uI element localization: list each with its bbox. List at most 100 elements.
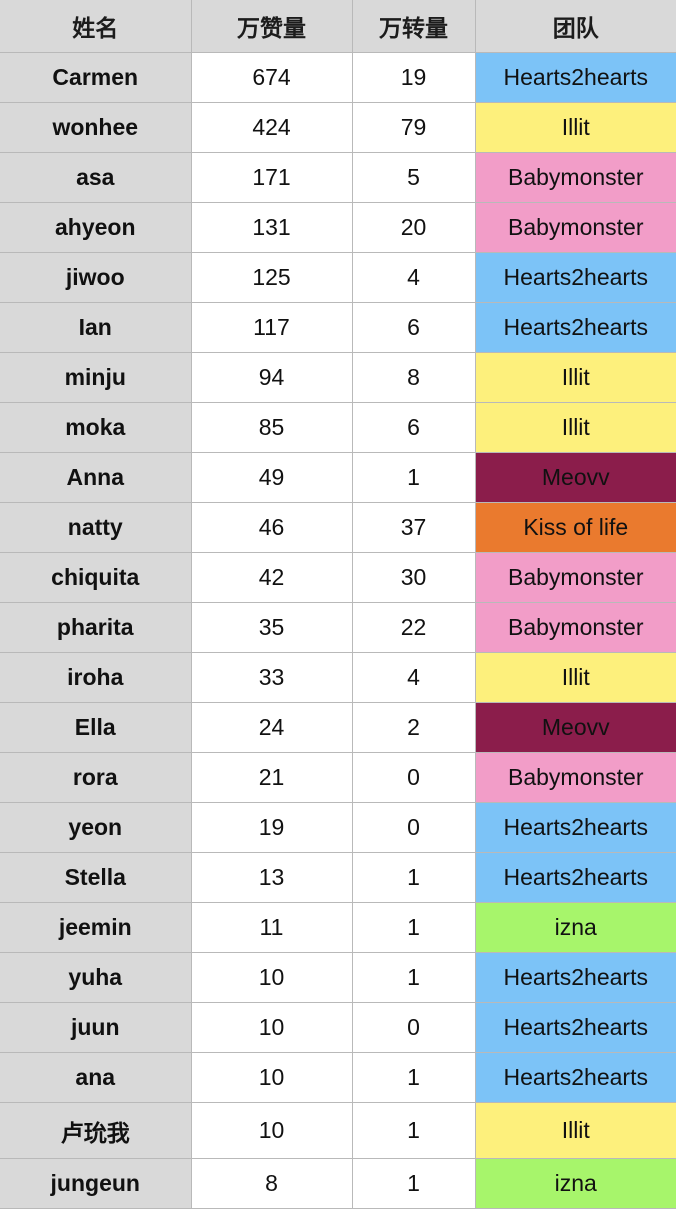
cell-team[interactable]: Illit — [474, 1102, 676, 1159]
cell-reposts[interactable]: 0 — [351, 1002, 476, 1053]
cell-name[interactable]: natty — [0, 502, 192, 553]
cell-name[interactable]: Anna — [0, 452, 192, 503]
cell-reposts[interactable]: 1 — [351, 1158, 476, 1209]
cell-team[interactable]: Illit — [474, 652, 676, 703]
cell-name[interactable]: ahyeon — [0, 202, 192, 253]
cell-name[interactable]: rora — [0, 752, 192, 803]
cell-reposts[interactable]: 4 — [351, 252, 476, 303]
cell-team[interactable]: izna — [474, 1158, 676, 1209]
cell-likes[interactable]: 85 — [190, 402, 353, 453]
cell-likes[interactable]: 125 — [190, 252, 353, 303]
cell-team[interactable]: Babymonster — [474, 202, 676, 253]
cell-team[interactable]: Hearts2hearts — [474, 1052, 676, 1103]
cell-team[interactable]: Babymonster — [474, 152, 676, 203]
table-row: natty 46 37 Kiss of life — [0, 502, 676, 553]
cell-reposts[interactable]: 22 — [351, 602, 476, 653]
cell-likes[interactable]: 424 — [190, 102, 353, 153]
cell-reposts[interactable]: 2 — [351, 702, 476, 753]
cell-likes[interactable]: 131 — [190, 202, 353, 253]
cell-reposts[interactable]: 1 — [351, 1052, 476, 1103]
cell-team[interactable]: Illit — [474, 352, 676, 403]
cell-likes[interactable]: 49 — [190, 452, 353, 503]
cell-team[interactable]: Meovv — [474, 452, 676, 503]
cell-team[interactable]: Babymonster — [474, 752, 676, 803]
cell-likes[interactable]: 42 — [190, 552, 353, 603]
cell-team[interactable]: Hearts2hearts — [474, 952, 676, 1003]
cell-name[interactable]: 卢玧我 — [0, 1102, 192, 1159]
cell-name[interactable]: juun — [0, 1002, 192, 1053]
cell-reposts[interactable]: 5 — [351, 152, 476, 203]
cell-name[interactable]: chiquita — [0, 552, 192, 603]
cell-reposts[interactable]: 20 — [351, 202, 476, 253]
cell-name[interactable]: pharita — [0, 602, 192, 653]
cell-likes[interactable]: 33 — [190, 652, 353, 703]
cell-team[interactable]: Babymonster — [474, 552, 676, 603]
header-likes[interactable]: 万赞量 — [190, 0, 353, 53]
cell-reposts[interactable]: 6 — [351, 402, 476, 453]
cell-likes[interactable]: 171 — [190, 152, 353, 203]
cell-team[interactable]: izna — [474, 902, 676, 953]
cell-likes[interactable]: 8 — [190, 1158, 353, 1209]
cell-likes[interactable]: 13 — [190, 852, 353, 903]
cell-name[interactable]: asa — [0, 152, 192, 203]
cell-team[interactable]: Hearts2hearts — [474, 852, 676, 903]
cell-reposts[interactable]: 0 — [351, 752, 476, 803]
cell-name[interactable]: Ella — [0, 702, 192, 753]
cell-likes[interactable]: 117 — [190, 302, 353, 353]
cell-team[interactable]: Illit — [474, 102, 676, 153]
header-reposts[interactable]: 万转量 — [351, 0, 476, 53]
cell-name[interactable]: yuha — [0, 952, 192, 1003]
cell-reposts[interactable]: 8 — [351, 352, 476, 403]
cell-name[interactable]: yeon — [0, 802, 192, 853]
cell-reposts[interactable]: 4 — [351, 652, 476, 703]
cell-team[interactable]: Hearts2hearts — [474, 802, 676, 853]
cell-name[interactable]: Stella — [0, 852, 192, 903]
cell-team[interactable]: Kiss of life — [474, 502, 676, 553]
cell-name[interactable]: ana — [0, 1052, 192, 1103]
table-row: 卢玧我 10 1 Illit — [0, 1102, 676, 1159]
cell-likes[interactable]: 21 — [190, 752, 353, 803]
cell-likes[interactable]: 10 — [190, 1102, 353, 1159]
cell-team[interactable]: Meovv — [474, 702, 676, 753]
cell-team[interactable]: Hearts2hearts — [474, 302, 676, 353]
cell-name[interactable]: minju — [0, 352, 192, 403]
cell-team[interactable]: Hearts2hearts — [474, 252, 676, 303]
cell-reposts[interactable]: 19 — [351, 52, 476, 103]
cell-likes[interactable]: 10 — [190, 952, 353, 1003]
cell-likes[interactable]: 10 — [190, 1052, 353, 1103]
cell-reposts[interactable]: 1 — [351, 902, 476, 953]
cell-likes[interactable]: 10 — [190, 1002, 353, 1053]
cell-reposts[interactable]: 1 — [351, 1102, 476, 1159]
cell-reposts[interactable]: 30 — [351, 552, 476, 603]
cell-reposts[interactable]: 37 — [351, 502, 476, 553]
cell-reposts[interactable]: 1 — [351, 952, 476, 1003]
cell-reposts[interactable]: 0 — [351, 802, 476, 853]
table-row: ana 10 1 Hearts2hearts — [0, 1052, 676, 1103]
cell-likes[interactable]: 674 — [190, 52, 353, 103]
cell-likes[interactable]: 11 — [190, 902, 353, 953]
cell-team[interactable]: Hearts2hearts — [474, 52, 676, 103]
cell-name[interactable]: moka — [0, 402, 192, 453]
cell-team[interactable]: Illit — [474, 402, 676, 453]
header-name[interactable]: 姓名 — [0, 0, 192, 53]
cell-reposts[interactable]: 6 — [351, 302, 476, 353]
cell-likes[interactable]: 24 — [190, 702, 353, 753]
cell-reposts[interactable]: 79 — [351, 102, 476, 153]
cell-name[interactable]: Carmen — [0, 52, 192, 103]
cell-likes[interactable]: 94 — [190, 352, 353, 403]
cell-reposts[interactable]: 1 — [351, 852, 476, 903]
header-team[interactable]: 团队 — [474, 0, 676, 53]
table-row: ahyeon 131 20 Babymonster — [0, 202, 676, 253]
cell-name[interactable]: iroha — [0, 652, 192, 703]
cell-team[interactable]: Hearts2hearts — [474, 1002, 676, 1053]
cell-likes[interactable]: 19 — [190, 802, 353, 853]
cell-reposts[interactable]: 1 — [351, 452, 476, 503]
cell-likes[interactable]: 46 — [190, 502, 353, 553]
cell-likes[interactable]: 35 — [190, 602, 353, 653]
cell-name[interactable]: wonhee — [0, 102, 192, 153]
cell-name[interactable]: jeemin — [0, 902, 192, 953]
cell-name[interactable]: jiwoo — [0, 252, 192, 303]
cell-name[interactable]: Ian — [0, 302, 192, 353]
cell-name[interactable]: jungeun — [0, 1158, 192, 1209]
cell-team[interactable]: Babymonster — [474, 602, 676, 653]
